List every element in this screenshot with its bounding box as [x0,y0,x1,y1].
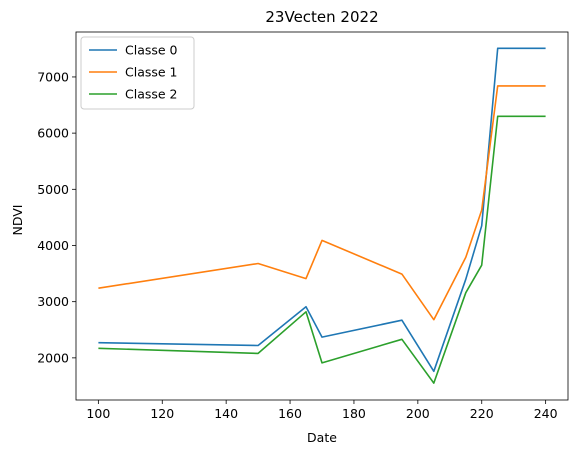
y-axis-label: NDVI [10,205,25,236]
legend-box [80,36,195,110]
y-tick-label-2000: 2000 [37,350,69,365]
x-tick-label-120: 120 [150,406,174,421]
x-axis-label: Date [307,430,337,445]
series-line-1 [98,85,546,321]
x-tick-label-160: 160 [278,406,302,421]
x-tick-label-140: 140 [214,406,238,421]
legend-label-1: Classe 1 [125,65,178,80]
y-tick-label-3000: 3000 [37,294,69,309]
series-line-0 [98,47,546,373]
plot-area: 100 120 140 160 180 200 220 240 2000 3000 4000 5000… [37,31,569,421]
plot-frame [75,31,569,401]
y-tick-label-7000: 7000 [37,69,69,84]
y-tick-label-4000: 4000 [37,238,69,253]
y-tick-label-6000: 6000 [37,126,69,141]
legend-label-0: Classe 0 [125,43,178,58]
x-tick-label-180: 180 [342,406,366,421]
x-tick-label-240: 240 [534,406,558,421]
legend-label-2: Classe 2 [125,87,178,102]
y-tick-label-5000: 5000 [37,182,69,197]
x-tick-label-220: 220 [470,406,494,421]
x-tick-label-200: 200 [406,406,430,421]
chart-title: 23Vecten 2022 [265,8,378,26]
series-line-2 [98,115,546,384]
x-tick-label-100: 100 [86,406,110,421]
